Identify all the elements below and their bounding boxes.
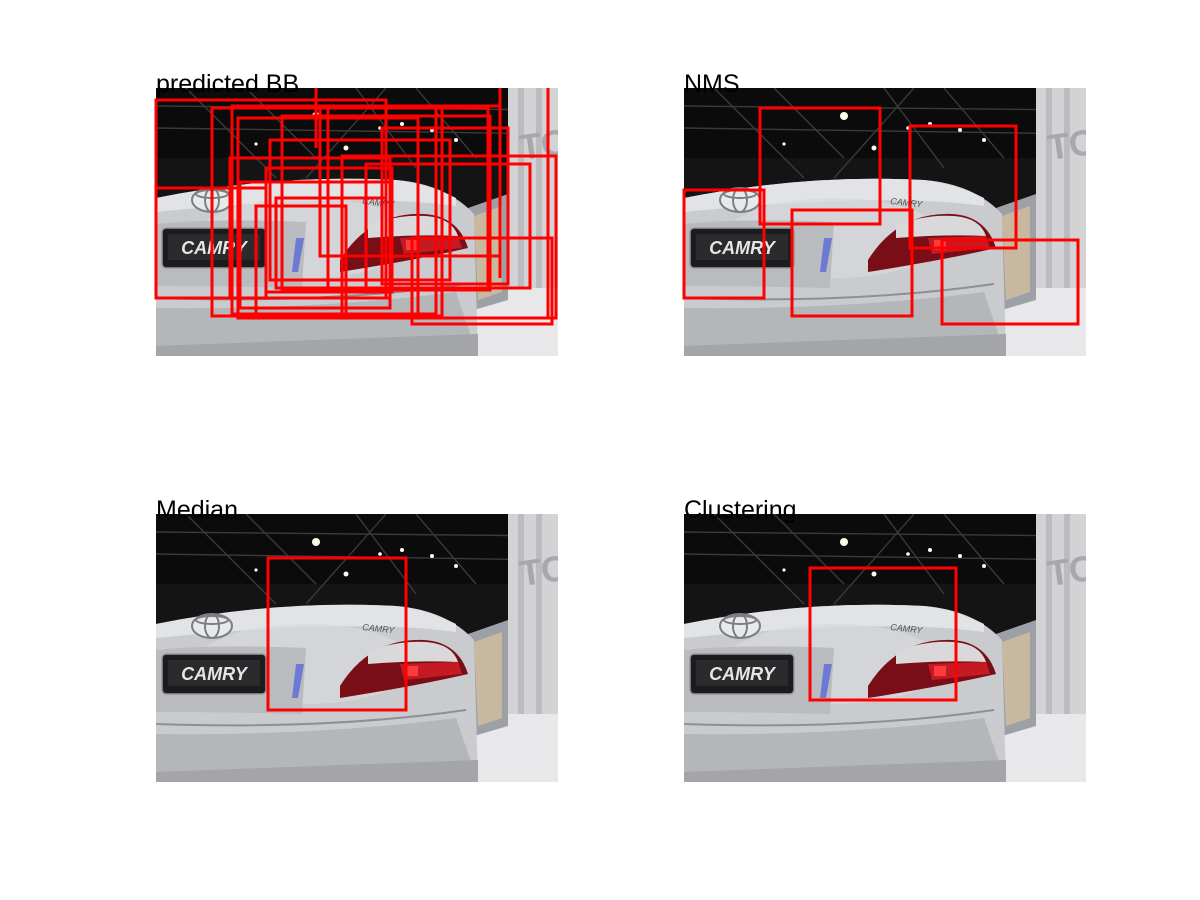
bounding-box	[254, 204, 348, 318]
panel-nms: NMS	[682, 72, 1086, 356]
bounding-box	[364, 162, 532, 290]
bounding-box-layer	[808, 566, 958, 702]
bounding-box-layer	[266, 556, 408, 712]
panel-predicted-bb: predicted BB	[154, 72, 558, 356]
bounding-box	[280, 114, 492, 292]
bounding-box	[908, 124, 1018, 250]
bounding-box	[682, 188, 766, 300]
bounding-box	[808, 566, 958, 702]
panel-median: Median	[156, 498, 558, 782]
bounding-box	[266, 556, 408, 712]
bounding-box	[154, 186, 268, 300]
bounding-box	[380, 126, 510, 286]
bounding-box-layer	[682, 106, 1080, 326]
panel-title: Clustering	[684, 496, 797, 524]
bounding-box-layer	[154, 88, 558, 326]
bounding-box	[758, 106, 882, 226]
bounding-box	[940, 238, 1080, 326]
panel-title: NMS	[684, 70, 740, 98]
bounding-box	[274, 196, 388, 290]
bounding-box	[268, 138, 452, 282]
panel-title: Median	[156, 496, 238, 524]
bounding-box	[790, 208, 914, 318]
bounding-box	[238, 180, 392, 310]
panel-clustering: Clustering	[684, 498, 1086, 782]
panel-title: predicted BB	[156, 70, 300, 98]
